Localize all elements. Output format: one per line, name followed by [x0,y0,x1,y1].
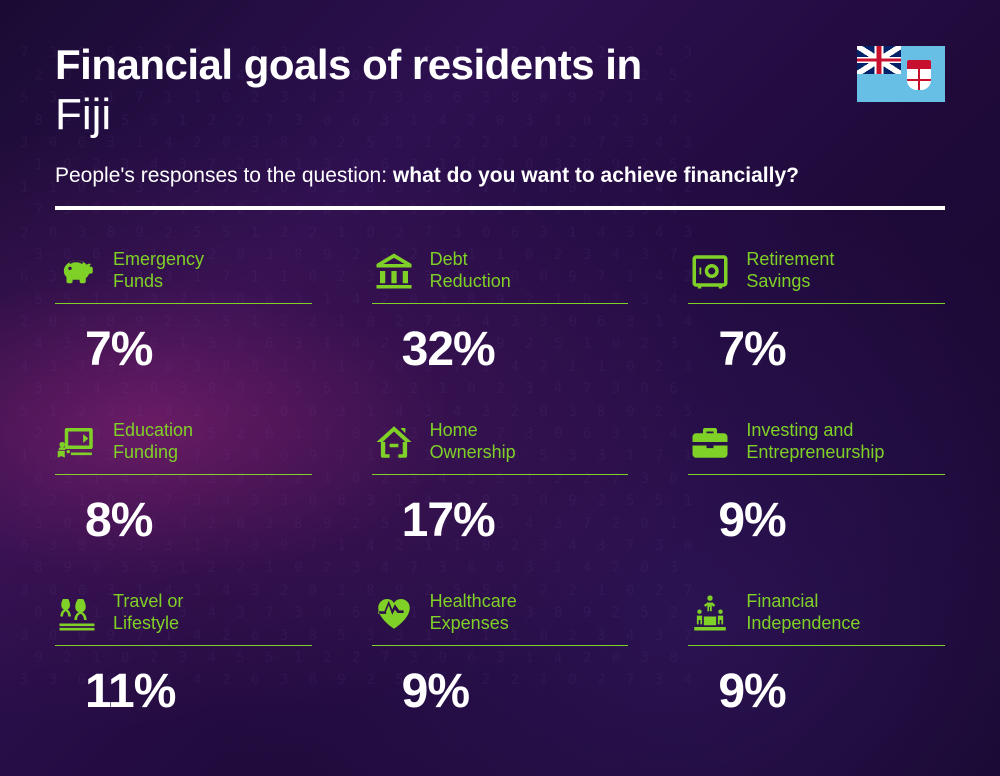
stat-label: RetirementSavings [746,249,834,292]
stat-value: 11% [85,664,312,719]
page-title-line1: Financial goals of residents in [55,42,857,88]
subtitle: People's responses to the question: what… [55,164,945,188]
header-divider [55,206,945,210]
stat-value: 9% [718,493,945,548]
stat-label: HealthcareExpenses [430,591,517,634]
stat-label: Travel orLifestyle [113,591,183,634]
stat-value: 32% [402,322,629,377]
stat-label: HomeOwnership [430,420,516,463]
independence-icon [688,591,732,635]
education-icon [55,420,99,464]
home-icon [372,420,416,464]
stat-label: DebtReduction [430,249,511,292]
flag-shield [907,60,931,90]
stat-card-education-funding: EducationFunding 8% [55,419,312,548]
stat-value: 9% [718,664,945,719]
title-block: Financial goals of residents in Fiji [55,42,857,140]
stat-label: FinancialIndependence [746,591,860,634]
stat-label: EmergencyFunds [113,249,204,292]
country-flag [857,46,945,102]
stat-card-investing-entrepreneurship: Investing andEntrepreneurship 9% [688,419,945,548]
healthcare-icon [372,591,416,635]
stat-card-home-ownership: HomeOwnership 17% [372,419,629,548]
travel-icon [55,591,99,635]
header-row: Financial goals of residents in Fiji [55,42,945,140]
stat-label: EducationFunding [113,420,193,463]
stat-card-debt-reduction: DebtReduction 32% [372,248,629,377]
stat-value: 9% [402,664,629,719]
subtitle-bold: what do you want to achieve financially? [393,164,799,187]
stat-value: 7% [718,322,945,377]
stats-grid: EmergencyFunds 7% DebtReduction 32% [55,248,945,719]
subtitle-prefix: People's responses to the question: [55,164,393,187]
safe-icon [688,249,732,293]
piggy-bank-icon [55,249,99,293]
stat-label: Investing andEntrepreneurship [746,420,884,463]
stat-value: 7% [85,322,312,377]
stat-card-travel-lifestyle: Travel orLifestyle 11% [55,590,312,719]
flag-union-jack [857,46,901,74]
stat-value: 8% [85,493,312,548]
stat-card-financial-independence: FinancialIndependence 9% [688,590,945,719]
stat-card-retirement-savings: RetirementSavings 7% [688,248,945,377]
briefcase-icon [688,420,732,464]
stat-value: 17% [402,493,629,548]
stat-card-healthcare-expenses: HealthcareExpenses 9% [372,590,629,719]
stat-card-emergency-funds: EmergencyFunds 7% [55,248,312,377]
page-title-country: Fiji [55,90,857,140]
bank-icon [372,249,416,293]
